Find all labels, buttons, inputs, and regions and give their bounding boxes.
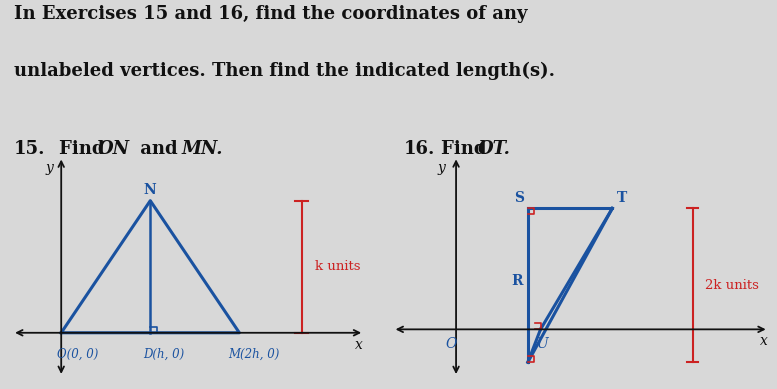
Text: N: N: [143, 184, 156, 198]
Text: 2k units: 2k units: [706, 279, 759, 292]
Text: D(h, 0): D(h, 0): [143, 347, 184, 361]
Text: S: S: [514, 191, 524, 205]
Text: and: and: [134, 140, 184, 158]
Text: O(0, 0): O(0, 0): [57, 347, 98, 361]
Text: Find: Find: [441, 140, 493, 158]
Text: 16.: 16.: [404, 140, 435, 158]
Text: y: y: [437, 161, 445, 175]
Text: T: T: [616, 191, 627, 205]
Text: k units: k units: [315, 260, 361, 273]
Text: x: x: [760, 334, 768, 348]
Text: In Exercises 15 and 16, find the coordinates of any: In Exercises 15 and 16, find the coordin…: [14, 5, 528, 23]
Text: R: R: [511, 274, 522, 288]
Text: U: U: [536, 337, 548, 351]
Text: y: y: [45, 161, 53, 175]
Text: MN.: MN.: [181, 140, 222, 158]
Text: 15.: 15.: [14, 140, 46, 158]
Text: unlabeled vertices. Then find the indicated length(s).: unlabeled vertices. Then find the indica…: [14, 62, 555, 81]
Text: M(2h, 0): M(2h, 0): [228, 347, 279, 361]
Text: Find: Find: [59, 140, 111, 158]
Text: OT.: OT.: [478, 140, 510, 158]
Text: x: x: [355, 338, 363, 352]
Text: ON: ON: [98, 140, 130, 158]
Text: O: O: [446, 337, 458, 351]
